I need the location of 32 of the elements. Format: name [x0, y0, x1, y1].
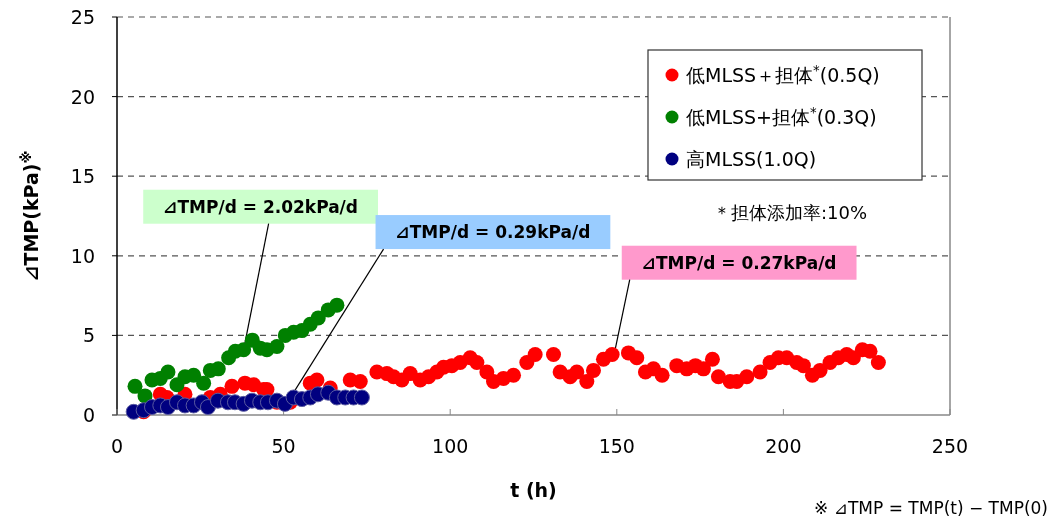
text: ※ ⊿TMP = TMP(t) − TMP(0): [814, 498, 1048, 518]
x-tick-label: 50: [271, 435, 296, 457]
y-tick-label: 0: [82, 404, 95, 426]
legend-label: 低MLSS+担体$^{*}$(0.3Q): [686, 104, 877, 128]
point: [353, 389, 370, 406]
x-tick-label: 150: [598, 435, 635, 457]
x-tick-label: 100: [432, 435, 469, 457]
y-tick-label: 5: [82, 324, 95, 347]
y-tick-label: 15: [70, 165, 95, 188]
point: [329, 297, 345, 313]
legend-label: 高MLSS(1.0Q): [686, 148, 817, 170]
x-tick-label: 0: [110, 435, 124, 457]
annotation: ⊿TMP/d = 0.27kPa/d: [614, 245, 857, 351]
annotation: ⊿TMP/d = 0.27kPa/d: [641, 252, 837, 273]
point: [310, 310, 326, 326]
point: [160, 364, 176, 380]
point: [269, 339, 285, 355]
x-tick-label: 200: [765, 435, 802, 457]
legend-label: 低MLSS＋担体$^{*}$(0.5Q): [686, 62, 880, 86]
y-tick-label: 10: [70, 244, 95, 267]
point: [127, 378, 143, 394]
point: [196, 375, 212, 391]
x-axis-title: t (h): [510, 479, 557, 501]
annotation: ⊿TMP/d = 2.02kPa/d: [163, 196, 359, 217]
point: [210, 361, 226, 377]
point: [236, 342, 252, 358]
y-tick-label: 25: [70, 6, 95, 28]
point: [186, 367, 202, 383]
x-tick-label: 250: [931, 435, 969, 457]
annotation: ＊担体添加率:10%: [712, 202, 868, 223]
y-tick-label: 20: [70, 85, 95, 108]
annotation: ⊿TMP/d = 0.29kPa/d: [395, 222, 591, 243]
